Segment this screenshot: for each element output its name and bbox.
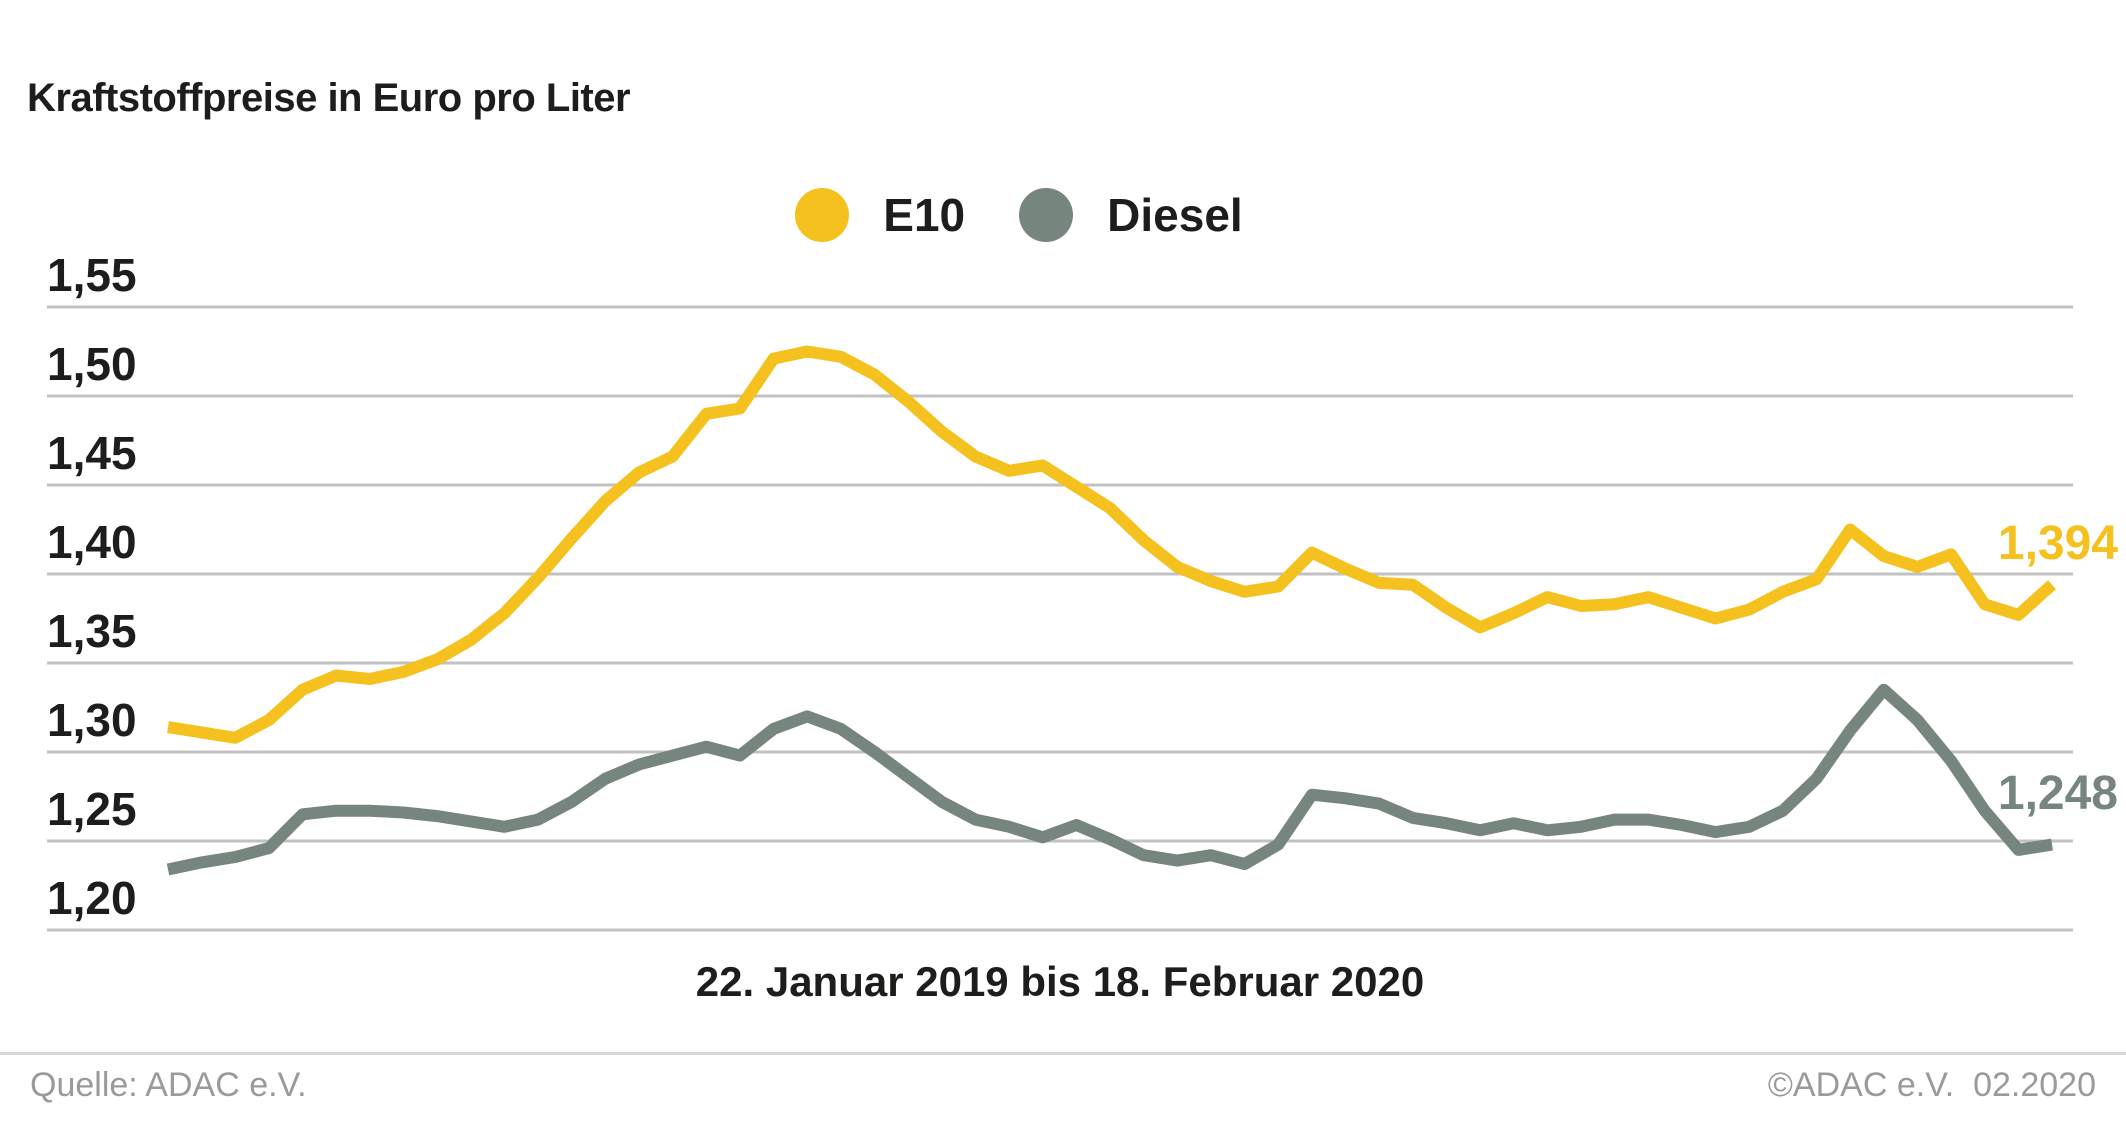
y-tick-label: 1,30 [47,694,137,746]
e10-end-value-label: 1,394 [1997,517,2118,570]
legend-label-diesel: Diesel [1107,189,1243,241]
copyright-text: ©ADAC e.V. 02.2020 [1767,1066,2096,1104]
source-text: Quelle: ADAC e.V. [30,1066,307,1104]
diesel-dot-icon [1019,188,1074,242]
e10-dot-icon [795,188,850,242]
legend-label-e10: E10 [883,189,966,241]
page-title: Kraftstoffpreise in Euro pro Liter [27,76,631,120]
y-tick-label: 1,45 [47,427,137,479]
legend-item-e10: E10 [795,188,965,242]
y-tick-label: 1,20 [47,872,137,924]
diesel-end-value-label: 1,248 [1997,767,2118,820]
chart-legend: E10 Diesel [0,186,2038,244]
footer-divider [0,1052,2126,1055]
e10-line [167,345,2057,744]
diesel-line [166,683,2053,876]
y-tick-label: 1,35 [47,605,137,657]
y-tick-label: 1,55 [47,249,137,301]
y-tick-label: 1,25 [47,783,137,835]
x-axis-caption: 22. Januar 2019 bis 18. Februar 2020 [695,958,1425,1005]
y-tick-label: 1,40 [47,516,137,568]
y-tick-label: 1,50 [47,338,137,390]
legend-item-diesel: Diesel [1019,188,1243,242]
